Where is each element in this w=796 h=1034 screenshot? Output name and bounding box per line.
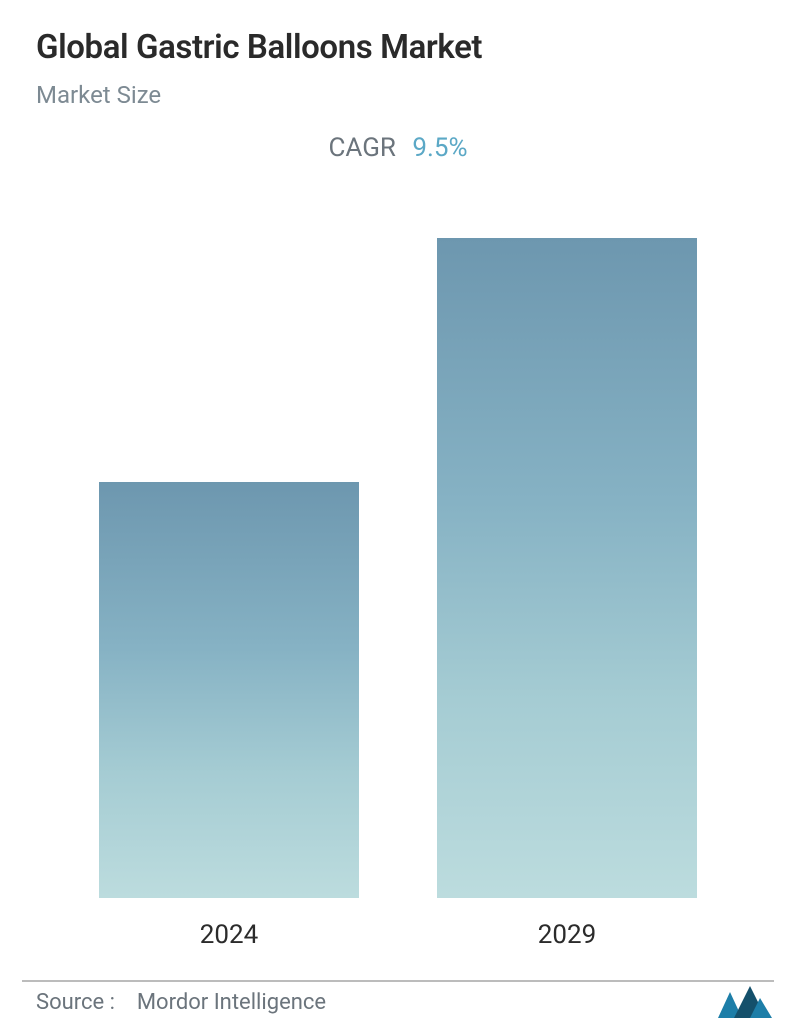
source-label: Source : — [36, 990, 115, 1015]
chart-title: Global Gastric Balloons Market — [36, 28, 760, 67]
cagr-label: CAGR — [328, 133, 395, 163]
bar-wrap-0: 2024 — [84, 183, 374, 950]
source-name: Mordor Intelligence — [137, 990, 326, 1015]
source-text: Source : Mordor Intelligence — [36, 990, 326, 1015]
bars-group: 2024 2029 — [36, 183, 760, 950]
cagr-row: CAGR 9.5% — [36, 133, 760, 163]
chart-area: 2024 2029 — [36, 183, 760, 1014]
bar-label-0: 2024 — [200, 920, 258, 950]
cagr-value: 9.5% — [412, 133, 467, 163]
chart-subtitle: Market Size — [36, 81, 760, 109]
footer: Source : Mordor Intelligence — [36, 984, 774, 1020]
chart-container: Global Gastric Balloons Market Market Si… — [0, 0, 796, 1034]
bar-1 — [437, 238, 697, 898]
footer-divider — [22, 980, 774, 982]
bar-wrap-1: 2029 — [422, 183, 712, 950]
mordor-logo-icon — [716, 984, 774, 1020]
bar-label-1: 2029 — [538, 920, 596, 950]
bar-0 — [99, 482, 359, 898]
